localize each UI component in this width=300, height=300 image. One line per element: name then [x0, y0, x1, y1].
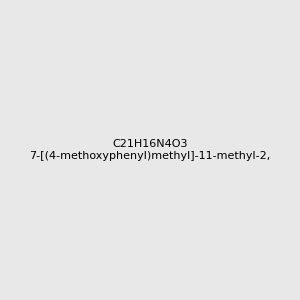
Text: C21H16N4O3
7-[(4-methoxyphenyl)methyl]-11-methyl-2,: C21H16N4O3 7-[(4-methoxyphenyl)methyl]-1… [29, 139, 271, 161]
